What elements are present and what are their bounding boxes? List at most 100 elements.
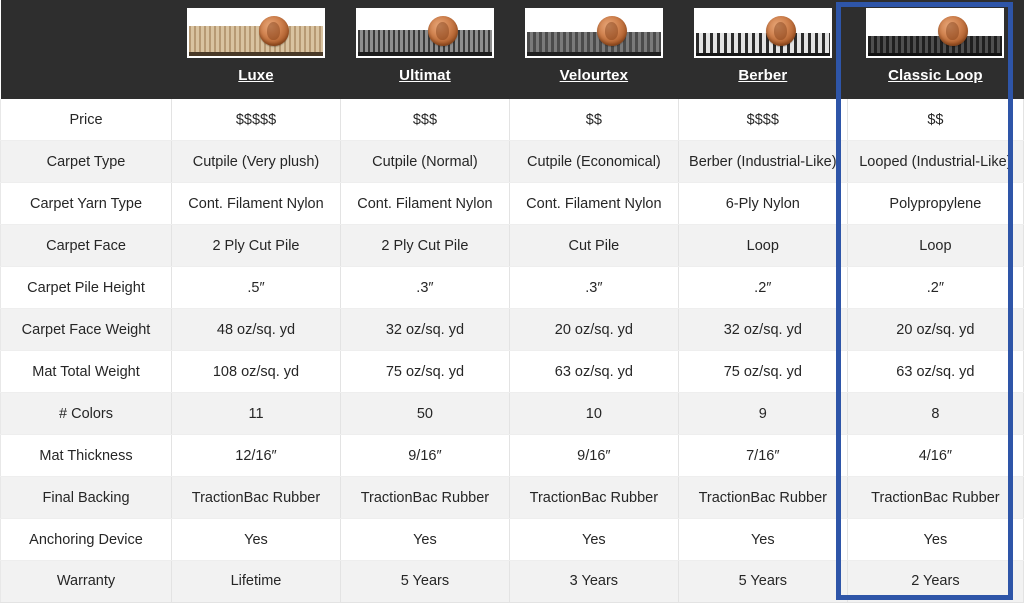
table-body: Price $$$$$ $$$ $$ $$$$ $$ Carpet Type C… (0, 99, 1024, 603)
table-row: Anchoring Device Yes Yes Yes Yes Yes (0, 518, 1024, 561)
cell-anchoring-device-luxe: Yes (171, 518, 341, 561)
table-row: Carpet Type Cutpile (Very plush) Cutpile… (0, 140, 1024, 184)
cell-mat-total-weight-ultimat: 75 oz/sq. yd (340, 350, 510, 394)
cell-carpet-face-weight-luxe: 48 oz/sq. yd (171, 308, 341, 352)
penny-coin-icon (427, 16, 458, 46)
product-header-ultimat: Ultimat (340, 0, 510, 99)
cell-warranty-ultimat: 5 Years (340, 560, 510, 603)
penny-coin-icon (938, 16, 969, 46)
table-row: Carpet Face 2 Ply Cut Pile 2 Ply Cut Pil… (0, 224, 1024, 268)
row-label-carpet-face: Carpet Face (0, 224, 173, 268)
cell-num-colors-luxe: 11 (171, 392, 341, 436)
cell-carpet-yarn-type-berber: 6-Ply Nylon (678, 182, 848, 226)
table-row: Carpet Yarn Type Cont. Filament Nylon Co… (0, 182, 1024, 226)
carpet-fibers-icon (188, 26, 323, 56)
cell-carpet-yarn-type-velourtex: Cont. Filament Nylon (509, 182, 679, 226)
cell-final-backing-velourtex: TractionBac Rubber (509, 476, 679, 520)
cell-price-ultimat: $$$ (340, 99, 510, 142)
row-label-mat-thickness: Mat Thickness (0, 434, 173, 478)
table-row: Carpet Face Weight 48 oz/sq. yd 32 oz/sq… (0, 308, 1024, 352)
cell-mat-thickness-luxe: 12/16″ (171, 434, 341, 478)
cell-price-velourtex: $$ (509, 99, 679, 142)
cell-num-colors-ultimat: 50 (340, 392, 510, 436)
cell-mat-total-weight-classic-loop: 63 oz/sq. yd (847, 350, 1024, 394)
cell-carpet-type-berber: Berber (Industrial-Like) (678, 140, 848, 184)
cell-carpet-pile-height-velourtex: .3″ (509, 266, 679, 310)
cell-warranty-classic-loop: 2 Years (847, 560, 1024, 603)
product-header-luxe: Luxe (171, 0, 341, 99)
cell-carpet-yarn-type-classic-loop: Polypropylene (847, 182, 1024, 226)
header-row: Luxe Ultimat Velourtex (0, 0, 1024, 99)
cell-carpet-yarn-type-luxe: Cont. Filament Nylon (171, 182, 341, 226)
cell-num-colors-classic-loop: 8 (847, 392, 1024, 436)
table-row: Price $$$$$ $$$ $$ $$$$ $$ (0, 99, 1024, 142)
carpet-fibers-icon (357, 30, 492, 56)
row-label-warranty: Warranty (0, 560, 173, 603)
table-row: Warranty Lifetime 5 Years 3 Years 5 Year… (0, 560, 1024, 603)
product-header-classic-loop: Classic Loop (847, 0, 1024, 99)
cell-carpet-type-ultimat: Cutpile (Normal) (340, 140, 510, 184)
cell-mat-thickness-classic-loop: 4/16″ (847, 434, 1024, 478)
cell-carpet-face-weight-berber: 32 oz/sq. yd (678, 308, 848, 352)
cell-anchoring-device-ultimat: Yes (340, 518, 510, 561)
cell-num-colors-berber: 9 (678, 392, 848, 436)
table-header: Luxe Ultimat Velourtex (0, 0, 1024, 99)
product-link-ultimat[interactable]: Ultimat (399, 67, 451, 84)
cell-final-backing-ultimat: TractionBac Rubber (340, 476, 510, 520)
carpet-fibers-icon (526, 32, 661, 56)
cell-carpet-pile-height-ultimat: .3″ (340, 266, 510, 310)
cell-carpet-type-luxe: Cutpile (Very plush) (171, 140, 341, 184)
cell-carpet-yarn-type-ultimat: Cont. Filament Nylon (340, 182, 510, 226)
table-row: Mat Total Weight 108 oz/sq. yd 75 oz/sq.… (0, 350, 1024, 394)
table-row: Final Backing TractionBac Rubber Tractio… (0, 476, 1024, 520)
cell-anchoring-device-velourtex: Yes (509, 518, 679, 561)
cell-warranty-berber: 5 Years (678, 560, 848, 603)
cell-carpet-pile-height-berber: .2″ (678, 266, 848, 310)
cell-carpet-face-classic-loop: Loop (847, 224, 1024, 268)
header-corner-cell (0, 0, 172, 99)
cell-price-luxe: $$$$$ (171, 99, 341, 142)
carpet-swatch-berber (693, 8, 832, 58)
product-header-velourtex: Velourtex (509, 0, 679, 99)
cell-carpet-face-luxe: 2 Ply Cut Pile (171, 224, 341, 268)
product-header-berber: Berber (678, 0, 848, 99)
product-link-velourtex[interactable]: Velourtex (559, 67, 629, 84)
cell-carpet-face-berber: Loop (678, 224, 848, 268)
row-label-num-colors: # Colors (0, 392, 173, 436)
cell-mat-total-weight-velourtex: 63 oz/sq. yd (509, 350, 679, 394)
penny-coin-icon (258, 16, 289, 46)
row-label-carpet-yarn-type: Carpet Yarn Type (0, 182, 173, 226)
table-row: Mat Thickness 12/16″ 9/16″ 9/16″ 7/16″ 4… (0, 434, 1024, 478)
cell-mat-thickness-ultimat: 9/16″ (340, 434, 510, 478)
cell-price-berber: $$$$ (678, 99, 848, 142)
product-link-berber[interactable]: Berber (738, 67, 788, 84)
row-label-mat-total-weight: Mat Total Weight (0, 350, 173, 394)
carpet-swatch-classic-loop (866, 8, 1005, 58)
cell-carpet-face-velourtex: Cut Pile (509, 224, 679, 268)
table-row: Carpet Pile Height .5″ .3″ .3″ .2″ .2″ (0, 266, 1024, 310)
carpet-fibers-icon (868, 36, 1003, 56)
product-link-luxe[interactable]: Luxe (238, 67, 274, 84)
cell-anchoring-device-berber: Yes (678, 518, 848, 561)
row-label-anchoring-device: Anchoring Device (0, 518, 173, 561)
cell-carpet-pile-height-classic-loop: .2″ (847, 266, 1024, 310)
cell-num-colors-velourtex: 10 (509, 392, 679, 436)
penny-coin-icon (765, 16, 796, 46)
cell-warranty-velourtex: 3 Years (509, 560, 679, 603)
cell-anchoring-device-classic-loop: Yes (847, 518, 1024, 561)
row-label-carpet-type: Carpet Type (0, 140, 173, 184)
cell-mat-total-weight-luxe: 108 oz/sq. yd (171, 350, 341, 394)
cell-carpet-face-ultimat: 2 Ply Cut Pile (340, 224, 510, 268)
cell-final-backing-luxe: TractionBac Rubber (171, 476, 341, 520)
carpet-fibers-icon (695, 33, 830, 56)
penny-coin-icon (596, 16, 627, 46)
cell-final-backing-berber: TractionBac Rubber (678, 476, 848, 520)
row-label-final-backing: Final Backing (0, 476, 173, 520)
product-link-classic-loop[interactable]: Classic Loop (888, 67, 983, 84)
cell-final-backing-classic-loop: TractionBac Rubber (847, 476, 1024, 520)
carpet-swatch-ultimat (355, 8, 494, 58)
row-label-carpet-pile-height: Carpet Pile Height (0, 266, 173, 310)
cell-mat-thickness-velourtex: 9/16″ (509, 434, 679, 478)
cell-carpet-type-classic-loop: Looped (Industrial-Like) (847, 140, 1024, 184)
